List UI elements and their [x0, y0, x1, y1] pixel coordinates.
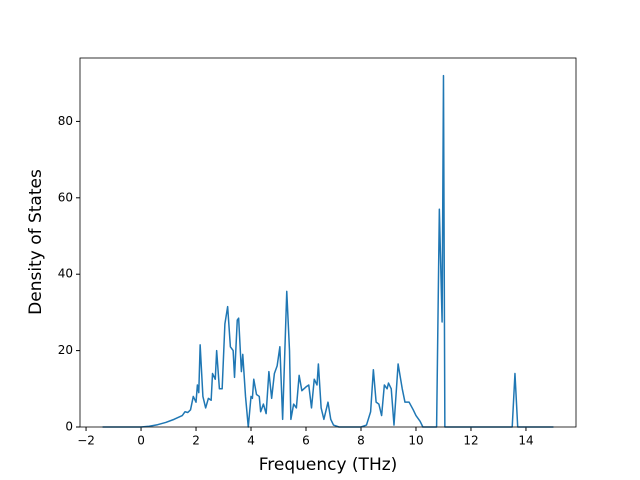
- y-tick-label: 80: [58, 114, 73, 128]
- x-tick-label: 12: [463, 434, 478, 448]
- x-tick-label: 10: [408, 434, 423, 448]
- y-tick-label: 40: [58, 267, 73, 281]
- x-tick-label: 8: [357, 434, 365, 448]
- line: [102, 74, 554, 428]
- x-tick-label: 14: [518, 434, 533, 448]
- plot-frame: [79, 57, 577, 428]
- x-tick-label: 4: [247, 434, 255, 448]
- y-tick-label: 20: [58, 343, 73, 357]
- x-tick-label: 0: [137, 434, 145, 448]
- y-axis-label: Density of States: [26, 169, 46, 315]
- x-axis-label: Frequency (THz): [259, 455, 398, 475]
- y-tick-label: 0: [65, 420, 73, 434]
- x-tick-label: 2: [192, 434, 200, 448]
- x-tick-label: 6: [302, 434, 310, 448]
- y-tick-label: 60: [58, 190, 73, 204]
- x-tick-label: −2: [77, 434, 95, 448]
